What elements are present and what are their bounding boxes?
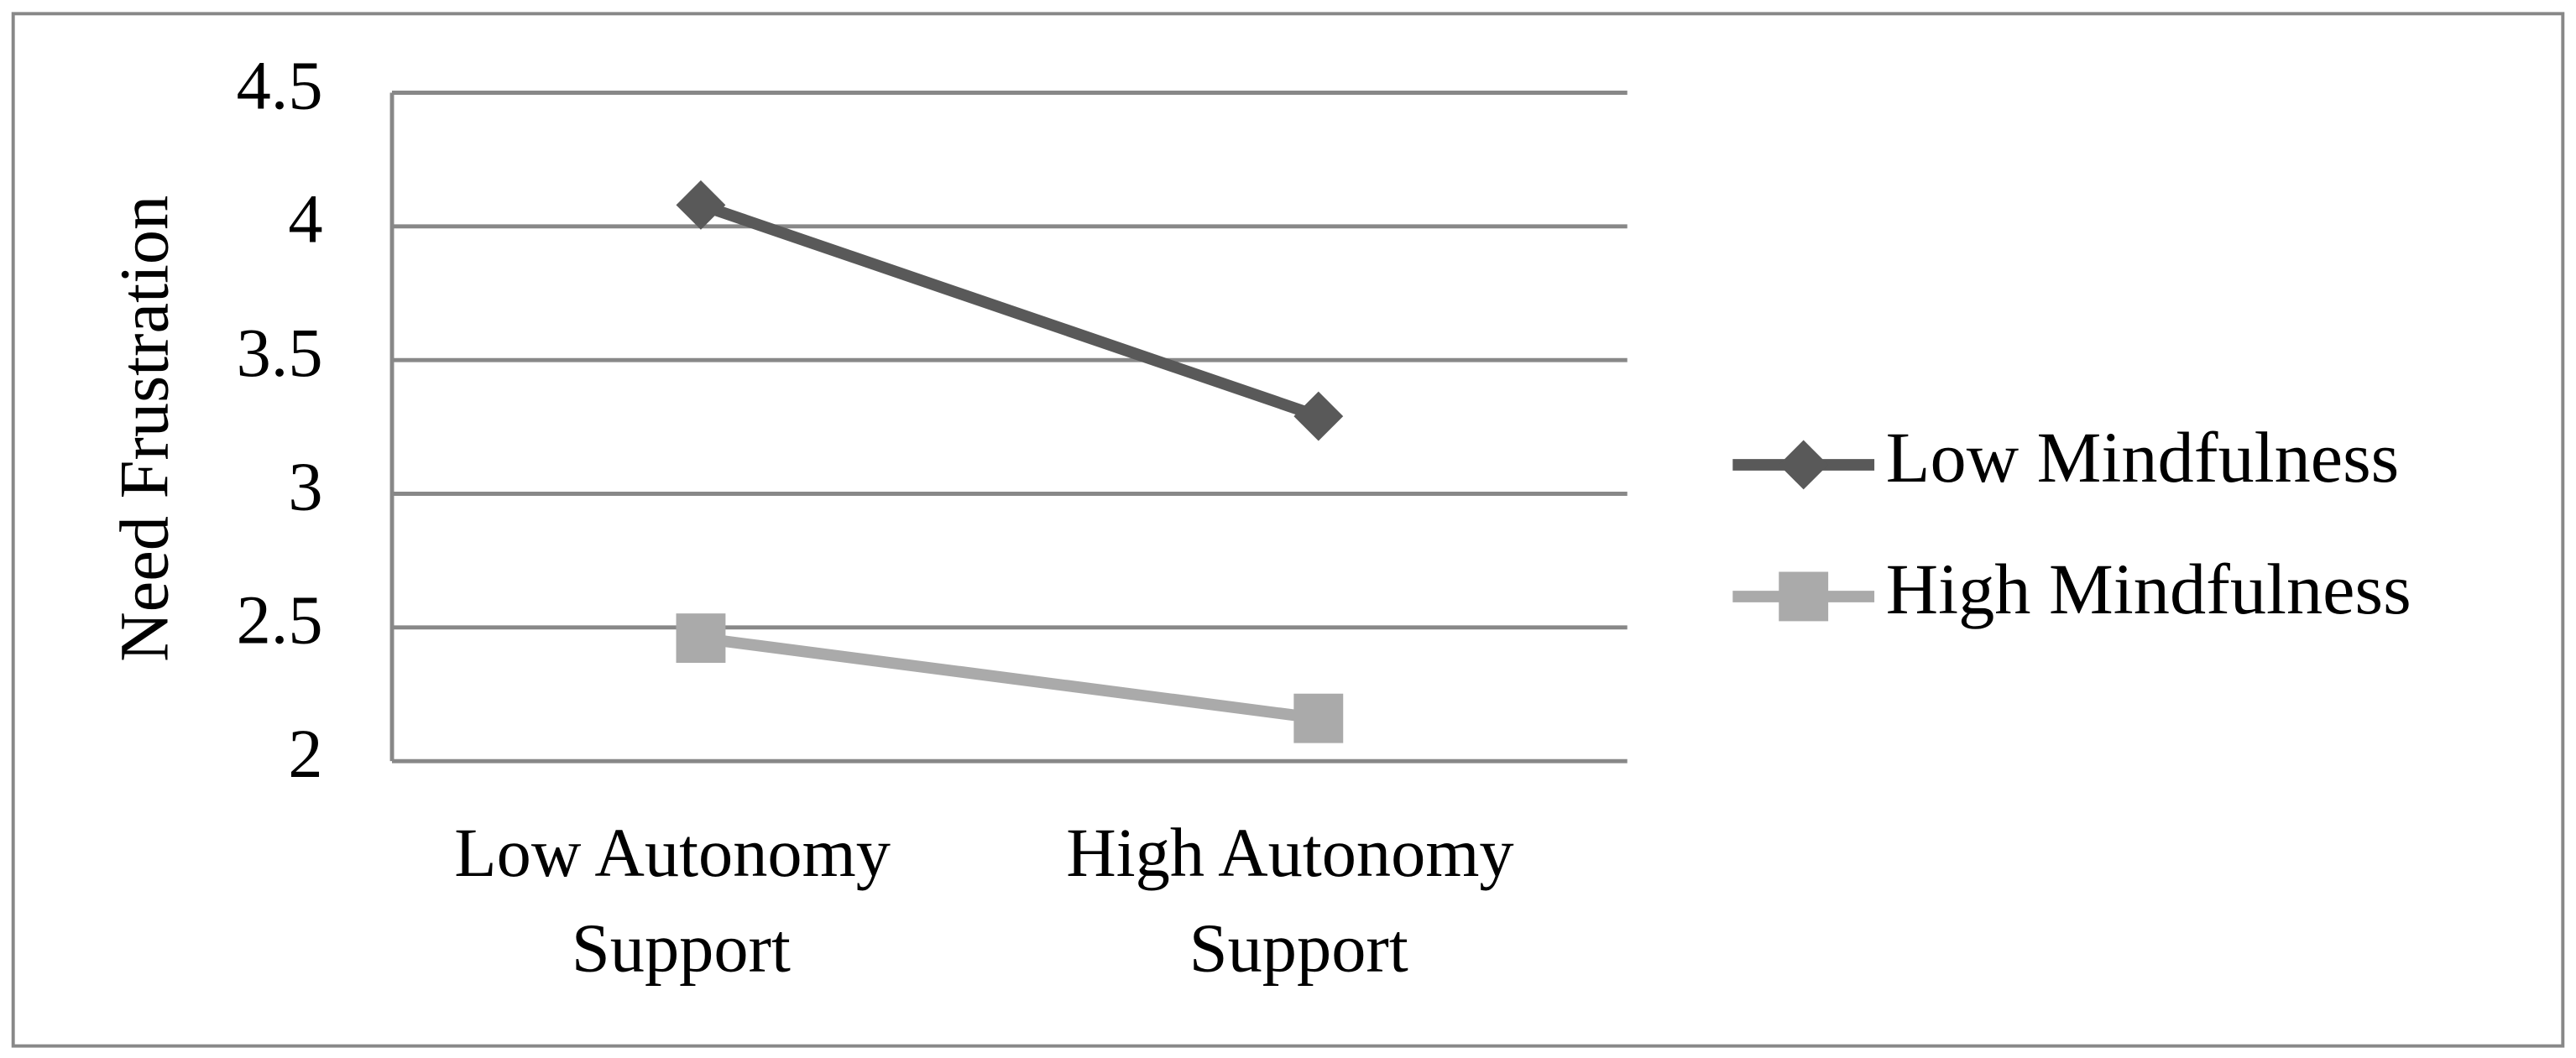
chart-border bbox=[11, 12, 2565, 1048]
x-tick-label: High Autonomy Support bbox=[1066, 815, 1531, 987]
data-point bbox=[676, 613, 726, 664]
legend-label: Low Mindfulness bbox=[1886, 417, 2399, 498]
y-tick-label: 3 bbox=[288, 448, 322, 524]
y-tick-label: 3.5 bbox=[237, 315, 323, 391]
series-line bbox=[700, 632, 1319, 725]
y-tick-label: 2.5 bbox=[237, 582, 323, 659]
y-tick-label: 4 bbox=[288, 181, 322, 258]
x-tick-label: Low Autonomy Support bbox=[454, 815, 907, 987]
y-axis-label: Need Frustration bbox=[106, 195, 182, 662]
legend-marker bbox=[1779, 571, 1829, 622]
series-line bbox=[698, 199, 1321, 422]
y-tick-label: 2 bbox=[288, 716, 322, 792]
data-point bbox=[1293, 693, 1344, 743]
legend-label: High Mindfulness bbox=[1886, 549, 2411, 629]
y-tick-label: 4.5 bbox=[237, 47, 323, 123]
